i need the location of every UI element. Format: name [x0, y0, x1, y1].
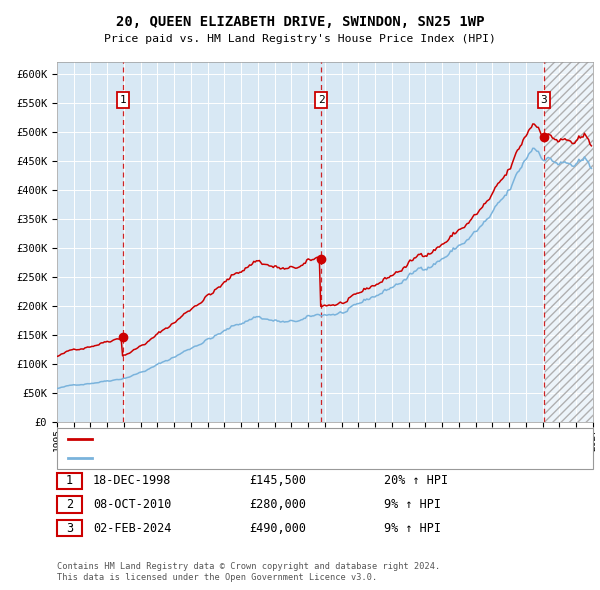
- Text: 3: 3: [66, 522, 73, 535]
- Text: Price paid vs. HM Land Registry's House Price Index (HPI): Price paid vs. HM Land Registry's House …: [104, 34, 496, 44]
- Text: 20% ↑ HPI: 20% ↑ HPI: [384, 474, 448, 487]
- Text: 1: 1: [120, 95, 127, 105]
- Text: 9% ↑ HPI: 9% ↑ HPI: [384, 498, 441, 511]
- Text: £280,000: £280,000: [249, 498, 306, 511]
- Text: This data is licensed under the Open Government Licence v3.0.: This data is licensed under the Open Gov…: [57, 572, 377, 582]
- Text: £490,000: £490,000: [249, 522, 306, 535]
- Text: Contains HM Land Registry data © Crown copyright and database right 2024.: Contains HM Land Registry data © Crown c…: [57, 562, 440, 571]
- Text: 2: 2: [66, 498, 73, 511]
- Text: 02-FEB-2024: 02-FEB-2024: [93, 522, 172, 535]
- Text: £145,500: £145,500: [249, 474, 306, 487]
- Text: 20, QUEEN ELIZABETH DRIVE, SWINDON, SN25 1WP: 20, QUEEN ELIZABETH DRIVE, SWINDON, SN25…: [116, 15, 484, 29]
- Text: 3: 3: [541, 95, 547, 105]
- Text: 18-DEC-1998: 18-DEC-1998: [93, 474, 172, 487]
- Text: HPI: Average price, detached house, Swindon: HPI: Average price, detached house, Swin…: [96, 453, 354, 463]
- Text: 9% ↑ HPI: 9% ↑ HPI: [384, 522, 441, 535]
- Text: 08-OCT-2010: 08-OCT-2010: [93, 498, 172, 511]
- Text: 1: 1: [66, 474, 73, 487]
- Text: 2: 2: [317, 95, 325, 105]
- Text: 20, QUEEN ELIZABETH DRIVE, SWINDON, SN25 1WP (detached house): 20, QUEEN ELIZABETH DRIVE, SWINDON, SN25…: [96, 434, 462, 444]
